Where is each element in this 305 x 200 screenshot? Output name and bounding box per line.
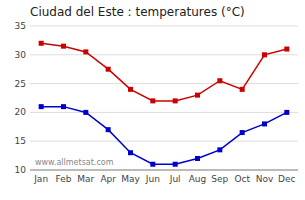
marker [240,130,245,135]
x-tick-label: Jan [33,174,48,184]
y-tick-label: 10 [15,165,27,175]
grid-line [30,170,298,171]
marker [106,67,111,72]
x-tick-label: Aug [189,174,207,184]
marker [195,156,200,161]
title: Ciudad del Este : temperatures (°C) [30,5,245,19]
chart: Ciudad del Este : temperatures (°C) 10 15 2… [0,0,305,200]
x-tick-label: Jul [169,174,181,184]
marker [195,93,200,98]
marker [173,162,178,167]
marker [240,87,245,92]
series-line [41,43,287,101]
y-tick-label: 20 [15,107,27,117]
y-tick-label: 35 [15,21,26,31]
marker [217,78,222,83]
marker [173,98,178,103]
grid-line [30,141,298,142]
marker [284,47,289,52]
grid-line [30,112,298,113]
x-tick-label: Oct [234,174,250,184]
marker [150,98,155,103]
x-tick-label: Jun [145,174,160,184]
marker [262,52,267,57]
series-line [41,107,287,165]
marker [39,104,44,109]
x-tick-label: Dec [278,174,295,184]
x-tick-label: May [121,174,140,184]
x-tick-label: Feb [56,174,72,184]
marker [128,150,133,155]
x-axis [30,170,298,171]
x-tick-label: Nov [256,174,274,184]
x-tick-label: Mar [77,174,94,184]
marker [83,110,88,115]
y-tick-label: 15 [15,136,26,146]
marker [128,87,133,92]
y-tick-label: 25 [15,79,26,89]
annotation: www.allmetsat.com [35,158,114,167]
marker [150,162,155,167]
marker [83,49,88,54]
marker [262,121,267,126]
marker [217,147,222,152]
grid-line [30,54,298,55]
marker [106,127,111,132]
series-group [39,41,290,167]
marker [39,41,44,46]
x-tick-label: Apr [100,174,116,184]
x-tick-label: Sep [211,174,228,184]
y-tick-label: 30 [15,50,27,60]
marker [61,44,66,49]
grid-line [30,83,298,84]
marker [61,104,66,109]
marker [284,110,289,115]
grid-line [30,26,298,27]
